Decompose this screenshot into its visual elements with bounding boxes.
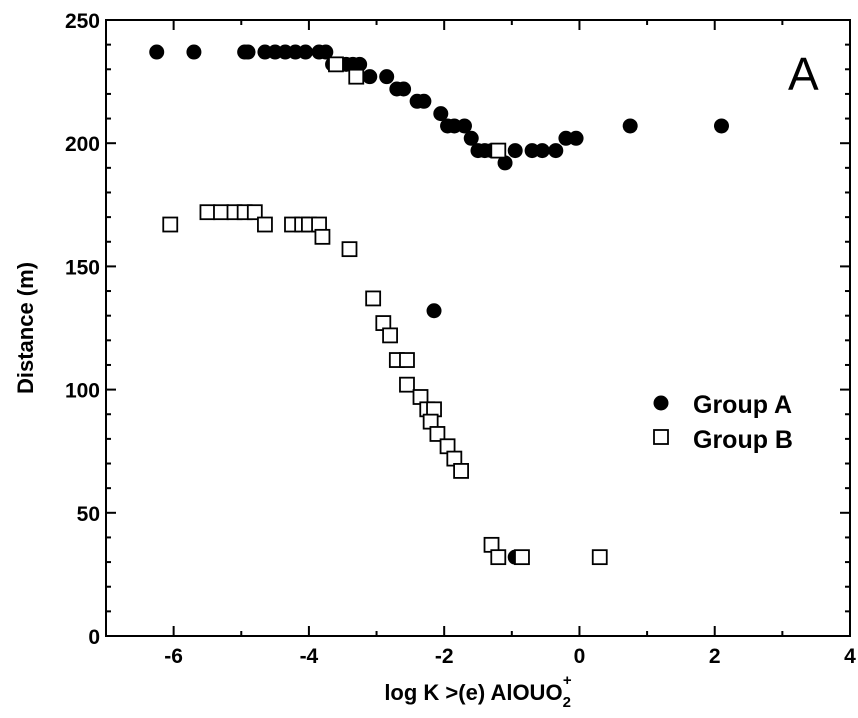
group-b-point (328, 56, 344, 73)
x-tick-label: -4 (300, 645, 319, 668)
group-a-point (362, 69, 378, 85)
x-tick-label: 0 (574, 645, 586, 668)
group-b-point (257, 216, 273, 233)
x-axis-title: log K >(e) AlOUO2 + (384, 672, 572, 711)
y-tick-label: 200 (65, 133, 100, 156)
legend-item-group-b: Group B (653, 426, 793, 454)
group-a-point (463, 130, 479, 146)
legend-label-group-a: Group A (693, 391, 792, 419)
group-b-point (490, 549, 507, 566)
y-tick-labels: 0 50 100 150 200 250 (65, 10, 100, 649)
group-a-point (433, 106, 449, 122)
y-tick-label: 0 (88, 626, 100, 649)
x-axis-title-sup: + (563, 672, 572, 689)
group-a-point (396, 81, 412, 97)
group-a-point (318, 44, 334, 60)
data-points (149, 44, 729, 566)
legend-marker-group-a (653, 395, 669, 411)
group-a-point (534, 143, 550, 159)
legend-marker-group-b (653, 429, 669, 445)
x-tick-label: -2 (435, 645, 454, 668)
y-tick-label: 150 (65, 256, 100, 279)
group-a-point (426, 303, 442, 319)
group-a-point (713, 118, 729, 134)
group-b-point (382, 327, 398, 344)
group-b-point (365, 290, 382, 307)
group-a-point (622, 118, 638, 134)
y-tick-label: 50 (77, 503, 100, 526)
legend-item-group-a: Group A (653, 391, 792, 419)
group-a-point (149, 44, 165, 60)
group-b-point (341, 241, 358, 258)
plot-frame (105, 19, 851, 637)
group-b-point (453, 463, 469, 479)
group-a-point (548, 143, 564, 159)
group-b-point (399, 376, 415, 393)
x-tick-label: 4 (844, 645, 856, 668)
y-axis-title: Distance (m) (13, 262, 38, 394)
group-a-point (568, 130, 584, 146)
group-b-point (314, 228, 331, 245)
x-axis-title-sub: 2 (563, 694, 571, 711)
y-tick-label: 250 (65, 10, 100, 33)
legend: Group A Group B (653, 391, 793, 454)
y-tick-label: 100 (65, 380, 100, 403)
axis-ticks (105, 19, 851, 637)
group-b-point (514, 549, 530, 566)
group-b-point (246, 204, 263, 221)
group-a-point (240, 44, 256, 60)
x-tick-labels: -6 -4 -2 0 2 4 (164, 645, 856, 668)
group-b-point (399, 352, 415, 368)
group-b-point (591, 549, 608, 566)
group-a-point (507, 143, 523, 159)
group-b-point (162, 216, 179, 233)
panel-label: A (788, 48, 819, 100)
group-a-point (456, 118, 472, 134)
x-tick-label: 2 (709, 645, 721, 668)
group-b-point (213, 204, 229, 221)
group-a-point (186, 44, 202, 60)
x-axis-title-main: log K >(e) AlOUO (384, 680, 562, 705)
group-b-point (490, 142, 507, 159)
group-b-point (429, 426, 446, 442)
group-b-point (348, 68, 365, 85)
group-a-point (416, 93, 432, 109)
x-tick-label: -6 (164, 645, 183, 668)
group-a-point (379, 69, 395, 85)
group-b-point (199, 204, 216, 221)
group-a-point (298, 44, 314, 60)
legend-label-group-b: Group B (693, 426, 793, 454)
